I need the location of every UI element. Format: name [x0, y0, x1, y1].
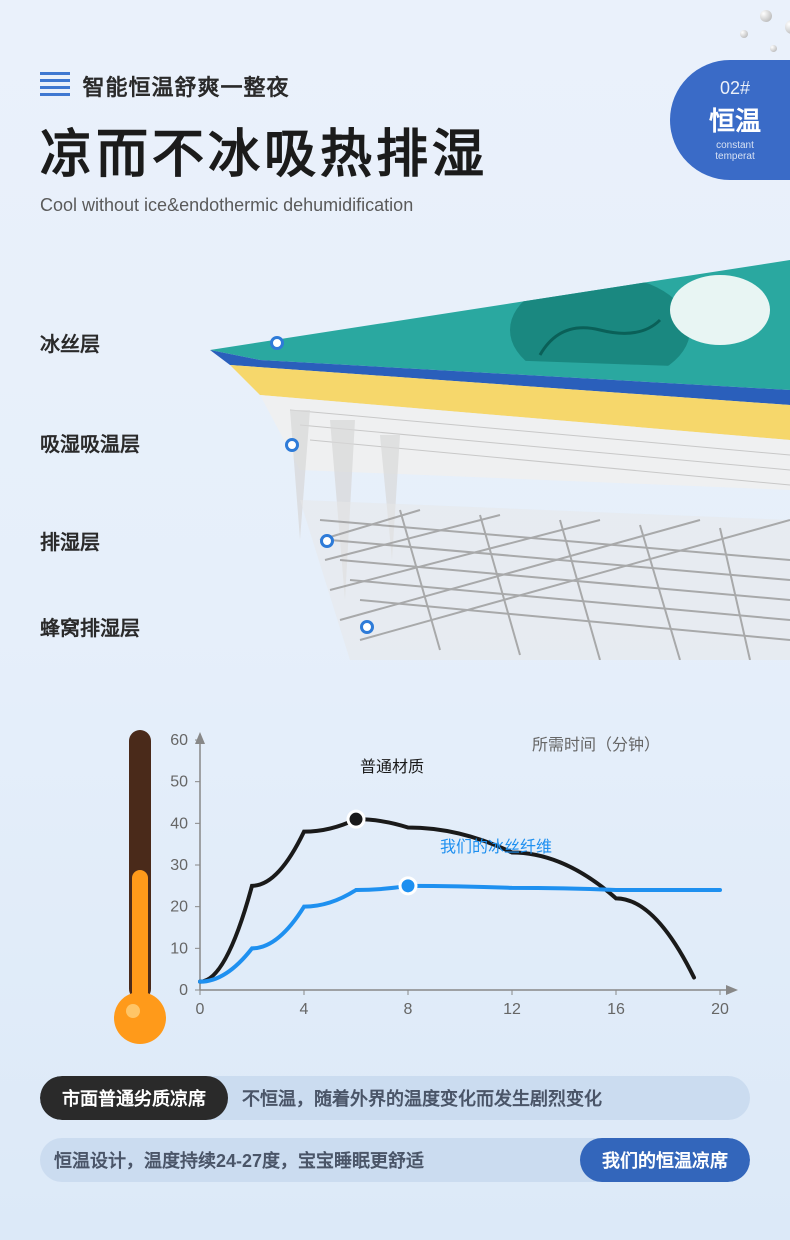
- layers-diagram: 冰丝层吸湿吸温层排湿层蜂窝排湿层: [0, 260, 790, 660]
- pill-text-inferior: 不恒温，随着外界的温度变化而发生剧烈变化: [228, 1085, 750, 1111]
- layer-label: 吸湿吸温层: [40, 428, 140, 457]
- svg-text:我们的冰丝纤维: 我们的冰丝纤维: [440, 838, 552, 856]
- layer-dot: [270, 336, 284, 350]
- subtitle-top: 智能恒温舒爽一整夜: [82, 70, 289, 102]
- badge-en1: constant: [716, 140, 754, 151]
- header: 智能恒温舒爽一整夜 凉而不冰吸热排湿 Cool without ice&endo…: [40, 70, 750, 216]
- svg-text:所需时间（分钟）: 所需时间（分钟）: [532, 736, 660, 754]
- layer-dot: [320, 534, 334, 548]
- feature-badge: 02# 恒温 constant temperat: [670, 60, 790, 180]
- pill-row-ours: 恒温设计，温度持续24-27度，宝宝睡眠更舒适 我们的恒温凉席: [40, 1138, 750, 1182]
- en-subtitle: Cool without ice&endothermic dehumidific…: [40, 195, 750, 216]
- layer-label: 蜂窝排湿层: [40, 612, 140, 641]
- pill-tag-inferior: 市面普通劣质凉席: [40, 1076, 228, 1120]
- chart-svg: 0 10 20 30 40 50 60 0 4 8 12 16 20 普通材质我们的冰丝纤维 所需时间（分钟…: [50, 720, 750, 1050]
- svg-text:20: 20: [711, 1001, 729, 1018]
- svg-text:0: 0: [179, 982, 188, 999]
- svg-text:0: 0: [196, 1001, 205, 1018]
- svg-text:16: 16: [607, 1001, 625, 1018]
- svg-text:30: 30: [170, 857, 188, 874]
- svg-text:4: 4: [300, 1001, 309, 1018]
- badge-cn: 恒温: [709, 101, 761, 138]
- svg-text:10: 10: [170, 940, 188, 957]
- svg-text:12: 12: [503, 1001, 521, 1018]
- layer-label: 排湿层: [40, 526, 100, 555]
- svg-text:普通材质: 普通材质: [360, 758, 424, 776]
- comparison-pills: 市面普通劣质凉席 不恒温，随着外界的温度变化而发生剧烈变化 恒温设计，温度持续2…: [40, 1076, 750, 1200]
- svg-text:8: 8: [404, 1001, 413, 1018]
- pill-text-ours: 恒温设计，温度持续24-27度，宝宝睡眠更舒适: [40, 1147, 580, 1173]
- hamburger-icon: [40, 72, 70, 100]
- svg-text:50: 50: [170, 774, 188, 791]
- layer-dot: [360, 620, 374, 634]
- layer-label: 冰丝层: [40, 328, 100, 357]
- main-title: 凉而不冰吸热排湿: [40, 112, 750, 187]
- layer-dot: [285, 438, 299, 452]
- temperature-chart: 0 10 20 30 40 50 60 0 4 8 12 16 20 普通材质我们的冰丝纤维 所需时间（分钟…: [50, 720, 750, 1050]
- svg-text:20: 20: [170, 899, 188, 916]
- badge-en2: temperat: [715, 151, 754, 162]
- svg-text:60: 60: [170, 732, 188, 749]
- pill-tag-ours: 我们的恒温凉席: [580, 1138, 750, 1182]
- pill-row-inferior: 市面普通劣质凉席 不恒温，随着外界的温度变化而发生剧烈变化: [40, 1076, 750, 1120]
- svg-text:40: 40: [170, 815, 188, 832]
- badge-number: 02#: [720, 78, 750, 99]
- layers-illustration: [0, 260, 790, 660]
